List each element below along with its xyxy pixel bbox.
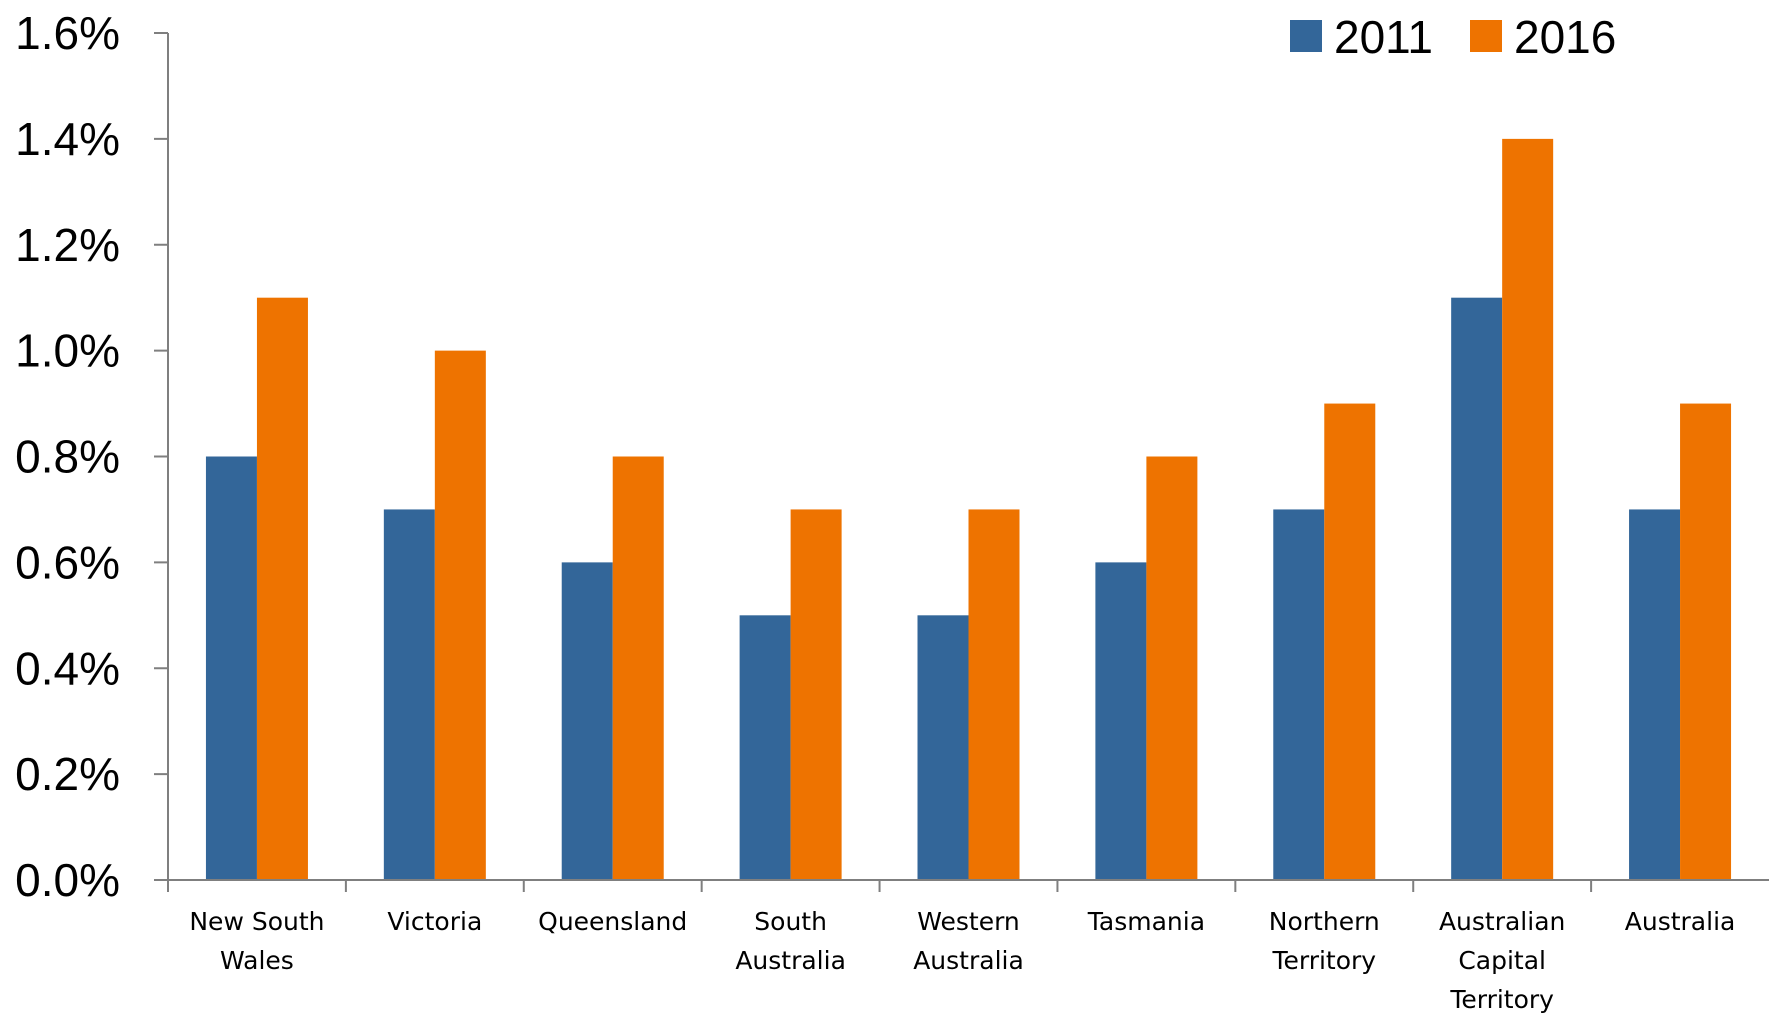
bar-2016 [968,509,1020,880]
y-tick-label: 0.2% [15,748,120,800]
legend-label-2011: 2011 [1334,11,1433,63]
x-tick-label: Victoria [387,907,482,936]
y-tick-label: 0.6% [15,536,120,588]
bar-2016 [790,509,842,880]
bar-2011 [739,615,791,880]
x-tick-label: Northern Territory [1269,907,1380,975]
bar-2016 [1146,456,1198,880]
y-tick-label: 0.8% [15,431,120,483]
x-axis-ticks: New South Wales Victoria Queensland South Aus… [167,880,1736,1014]
legend-swatch-2011 [1290,20,1322,52]
y-axis-ticks: 0.0% 0.2% 0.4% 0.6% 0.8% 1.0% 1.2% 1.4% 1.6% [15,7,168,906]
bar-2016 [256,297,308,880]
bar-2011 [1273,509,1325,880]
bar-2011 [561,562,613,880]
x-tick-label: Tasmania [1087,907,1205,936]
bar-2011 [1629,509,1681,880]
bars [205,138,1732,880]
x-tick-label: Australian Capital Territory [1439,907,1565,1014]
y-tick-label: 1.0% [15,325,120,377]
y-tick-label: 1.6% [15,7,120,59]
y-tick-label: 1.2% [15,219,120,271]
y-tick-label: 1.4% [15,113,120,165]
legend: 2011 2016 [1290,11,1616,63]
bar-2016 [1324,403,1376,880]
x-tick-label: Western Australia [913,907,1024,975]
x-tick-label: New South Wales [189,907,324,975]
bar-2016 [434,350,486,880]
x-tick-label: Queensland [538,907,687,936]
bar-2011 [917,615,969,880]
y-tick-label: 0.4% [15,642,120,694]
x-tick-label: Australia [1625,907,1736,936]
legend-swatch-2016 [1470,20,1502,52]
bar-2011 [205,456,257,880]
x-tick-label: South Australia [735,907,846,975]
bar-2016 [612,456,664,880]
bar-2016 [1680,403,1732,880]
bar-2011 [383,509,435,880]
bar-2011 [1451,297,1503,880]
legend-label-2016: 2016 [1514,11,1616,63]
bar-2016 [1502,138,1554,880]
y-tick-label: 0.0% [15,854,120,906]
bar-2011 [1095,562,1147,880]
